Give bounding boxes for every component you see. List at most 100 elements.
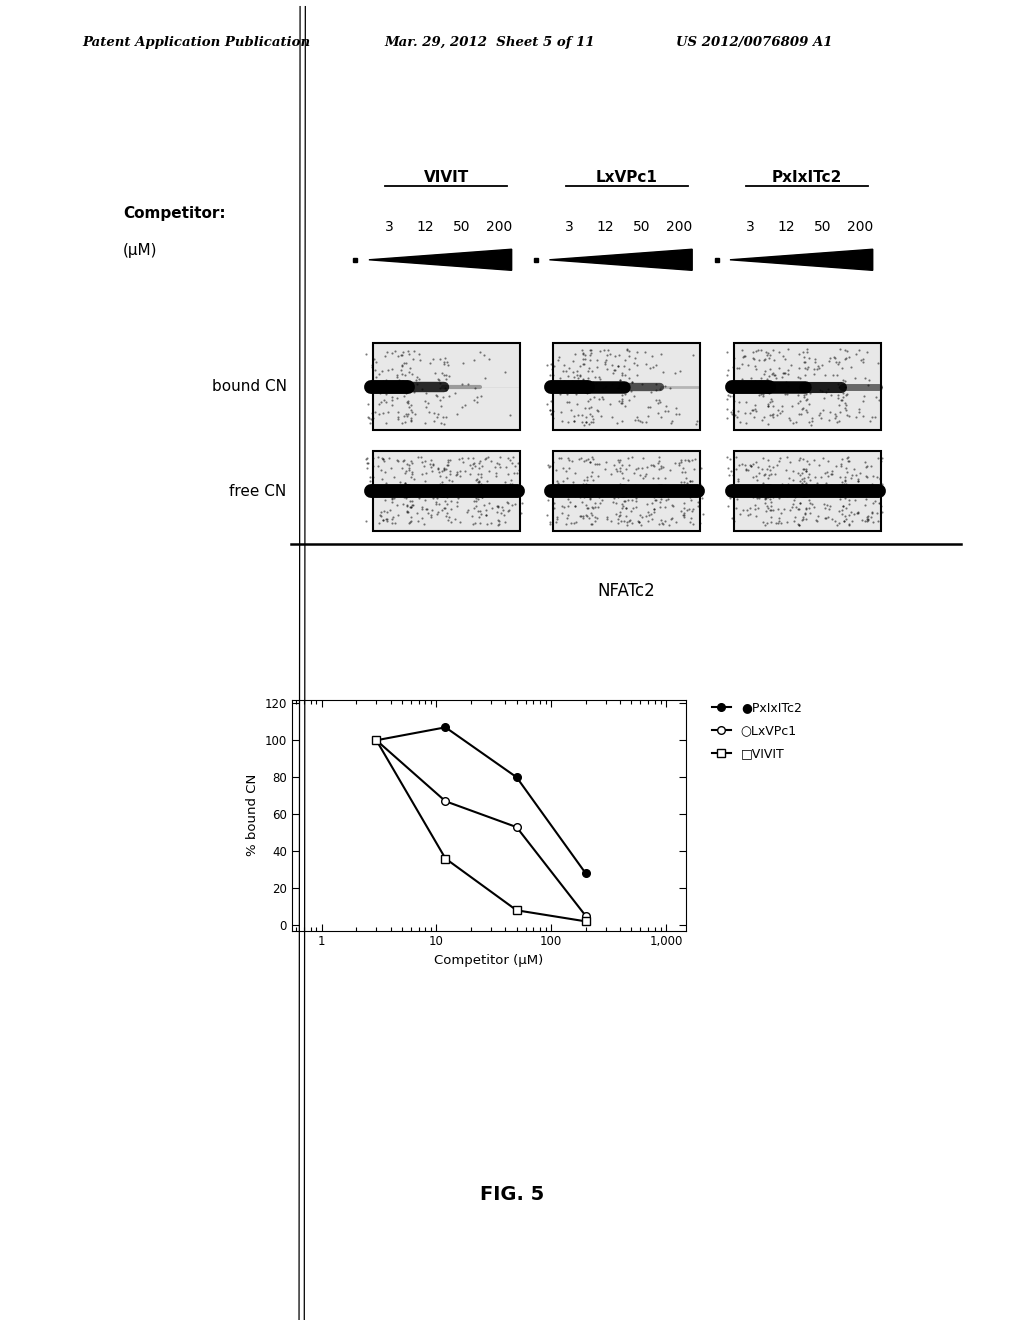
Point [800,466,816,487]
Point [404,461,421,482]
Point [437,506,454,527]
Point [507,455,523,477]
Point [383,387,399,408]
Point [857,465,873,486]
Point [590,496,606,517]
Point [434,407,451,428]
Point [388,364,404,385]
Point [565,411,582,432]
Point [473,473,489,494]
Point [836,511,852,532]
Point [590,484,606,506]
Point [404,463,421,484]
Point [427,494,443,515]
Point [674,462,690,483]
Point [389,494,406,515]
Point [745,399,762,420]
Point [755,512,771,533]
Point [813,466,829,487]
Point [724,400,740,421]
Point [675,504,691,525]
Point [744,483,761,504]
Point [474,475,490,496]
Point [773,396,790,417]
Point [871,469,888,490]
Point [799,342,815,363]
Point [376,486,392,507]
Point [656,510,673,531]
Point [543,479,559,500]
Point [693,487,710,508]
Point [427,363,443,384]
Point [723,401,739,422]
Point [690,491,707,512]
Point [452,466,468,487]
Point [584,486,600,507]
Point [630,407,646,428]
Point [809,473,825,494]
Point [568,384,585,405]
Point [842,451,858,473]
Point [593,405,609,426]
Point [469,500,485,521]
Point [631,510,647,531]
Point [609,461,626,482]
Point [683,471,699,492]
Point [454,374,470,395]
Point [612,474,629,495]
Point [585,408,601,429]
Point [410,446,426,467]
Point [625,498,641,519]
Point [737,458,754,479]
Point [729,469,745,490]
Point [570,449,587,470]
Point [579,450,595,471]
Point [738,483,755,504]
Point [471,453,487,474]
Point [414,446,430,467]
Point [795,397,811,418]
Point [818,381,835,403]
Point [746,379,763,400]
Point [607,503,624,524]
Point [583,513,599,535]
Point [765,339,781,360]
Point [624,371,640,392]
Point [795,342,811,363]
Point [584,504,600,525]
Point [600,339,616,360]
Point [406,341,422,362]
Point [497,471,513,492]
Point [479,447,496,469]
Point [785,461,802,482]
Point [416,480,432,502]
Point [414,463,430,484]
Point [612,502,629,523]
Point [442,499,459,520]
Point [504,494,520,515]
Point [579,506,595,527]
Point [582,388,598,409]
Point [377,346,393,367]
Point [396,462,413,483]
Point [470,471,486,492]
Point [376,500,392,521]
Point [434,477,451,498]
Point [612,504,629,525]
Point [575,478,592,499]
Point [841,494,857,515]
Point [798,483,814,504]
Point [802,492,818,513]
Point [824,508,841,529]
Point [719,407,735,428]
Point [361,470,378,491]
Point [568,512,585,533]
Point [692,512,709,533]
Point [760,498,776,519]
Point [760,413,776,434]
Point [657,496,674,517]
Point [578,412,594,433]
Point [829,515,846,536]
Point [472,500,488,521]
Point [550,480,566,502]
